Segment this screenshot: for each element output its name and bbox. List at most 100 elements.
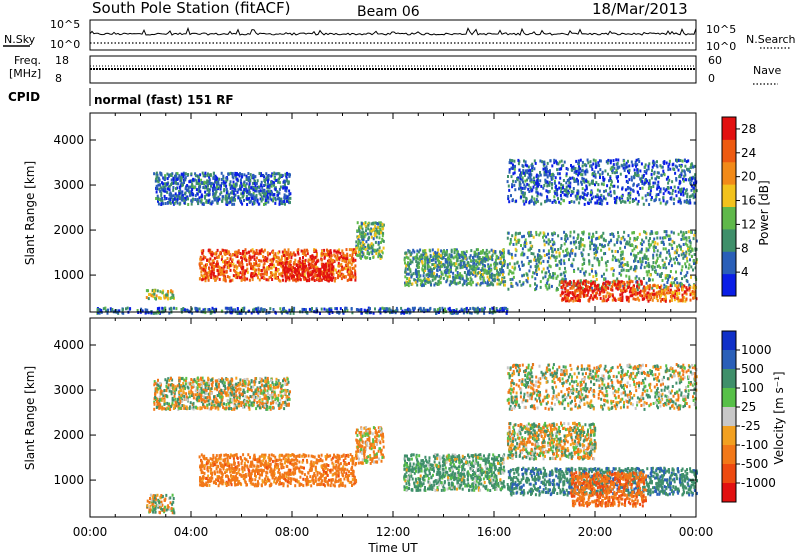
echo-cell: [641, 297, 644, 301]
echo-cell: [572, 285, 575, 289]
echo-cell: [292, 311, 295, 315]
echo-cell: [447, 257, 450, 261]
echo-cell: [634, 265, 636, 269]
echo-cell: [676, 292, 678, 295]
echo-cell: [357, 242, 359, 246]
echo-cell: [342, 252, 345, 256]
echo-cell: [666, 250, 669, 254]
echo-cell: [285, 250, 288, 254]
echo-cell: [444, 251, 447, 255]
echo-cell: [153, 292, 156, 296]
echo-cell: [668, 252, 671, 256]
echo-cell: [207, 278, 210, 282]
echo-cell: [354, 271, 357, 275]
echo-cell: [427, 278, 430, 282]
echo-cell: [256, 185, 259, 189]
echo-cell: [492, 283, 495, 287]
echo-cell: [475, 283, 478, 287]
echo-cell: [204, 279, 207, 283]
echo-cell: [240, 311, 243, 315]
echo-cell: [685, 286, 688, 290]
echo-cell: [239, 197, 242, 201]
echo-cell: [542, 231, 545, 235]
echo-cell: [186, 184, 189, 187]
echo-cell: [207, 193, 210, 197]
echo-cell: [289, 251, 292, 255]
echo-cell: [507, 184, 510, 188]
echo-cell: [420, 260, 423, 263]
echo-cell: [666, 274, 669, 277]
echo-cell: [571, 286, 574, 290]
echo-cell: [616, 282, 619, 286]
echo-cell: [612, 268, 615, 272]
echo-cell: [623, 257, 626, 261]
echo-cell: [419, 307, 422, 311]
echo-cell: [633, 259, 635, 263]
echo-cell: [548, 264, 551, 268]
echo-cell: [506, 263, 509, 267]
echo-cell: [621, 299, 624, 302]
echo-cell: [222, 260, 224, 264]
echo-cell: [271, 258, 274, 261]
echo-cell: [640, 282, 643, 286]
echo-cell: [643, 291, 646, 295]
echo-cell: [688, 263, 691, 267]
echo-cell: [258, 172, 261, 175]
echo-cell: [485, 253, 488, 257]
echo-cell: [484, 281, 487, 285]
echo-cell: [501, 271, 504, 275]
echo-cell: [300, 263, 303, 267]
echo-cell: [595, 230, 598, 234]
echo-cell: [510, 252, 513, 256]
echo-cell: [426, 261, 429, 265]
echo-cell: [174, 179, 177, 183]
echo-cell: [596, 188, 599, 192]
echo-cell: [522, 169, 525, 173]
echo-cell: [562, 249, 565, 253]
echo-cell: [254, 272, 257, 276]
echo-cell: [550, 275, 553, 279]
echo-cell: [529, 246, 532, 250]
echo-cell: [520, 283, 523, 287]
echo-cell: [257, 271, 260, 275]
echo-cell: [688, 236, 691, 240]
echo-cell: [645, 232, 648, 236]
echo-cell: [476, 260, 479, 264]
echo-cell: [661, 298, 664, 301]
echo-cell: [623, 230, 626, 234]
echo-cell: [227, 196, 230, 200]
echo-cell: [214, 278, 217, 282]
echo-cell: [258, 278, 261, 282]
echo-cell: [446, 275, 449, 279]
echo-cell: [685, 265, 687, 269]
echo-cell: [158, 311, 160, 315]
echo-cell: [421, 268, 424, 272]
echo-cell: [555, 263, 557, 267]
echo-cell: [538, 260, 540, 264]
echo-cell: [369, 228, 372, 232]
echo-cell: [291, 276, 293, 280]
echo-cell: [583, 180, 586, 184]
echo-cell: [558, 283, 561, 287]
echo-cell: [208, 308, 211, 311]
echo-cell: [232, 192, 235, 196]
echo-cell: [483, 251, 486, 255]
echo-cell: [211, 270, 214, 274]
echo-cell: [422, 307, 425, 311]
echo-cell: [550, 284, 553, 288]
echo-cell: [240, 275, 243, 279]
echo-cell: [170, 306, 173, 310]
echo-cell: [678, 262, 681, 266]
echo-cell: [206, 179, 209, 183]
echo-cell: [288, 260, 291, 264]
echo-cell: [463, 265, 466, 269]
noise-left-tick-top: 10^5: [50, 18, 80, 31]
echo-cell: [628, 284, 631, 288]
echo-cell: [634, 245, 637, 249]
echo-cell: [228, 275, 231, 279]
echo-cell: [450, 253, 453, 257]
echo-cell: [653, 265, 656, 269]
echo-cell: [562, 283, 565, 287]
freq-label-line1: Freq.: [14, 54, 41, 67]
echo-cell: [256, 179, 259, 183]
